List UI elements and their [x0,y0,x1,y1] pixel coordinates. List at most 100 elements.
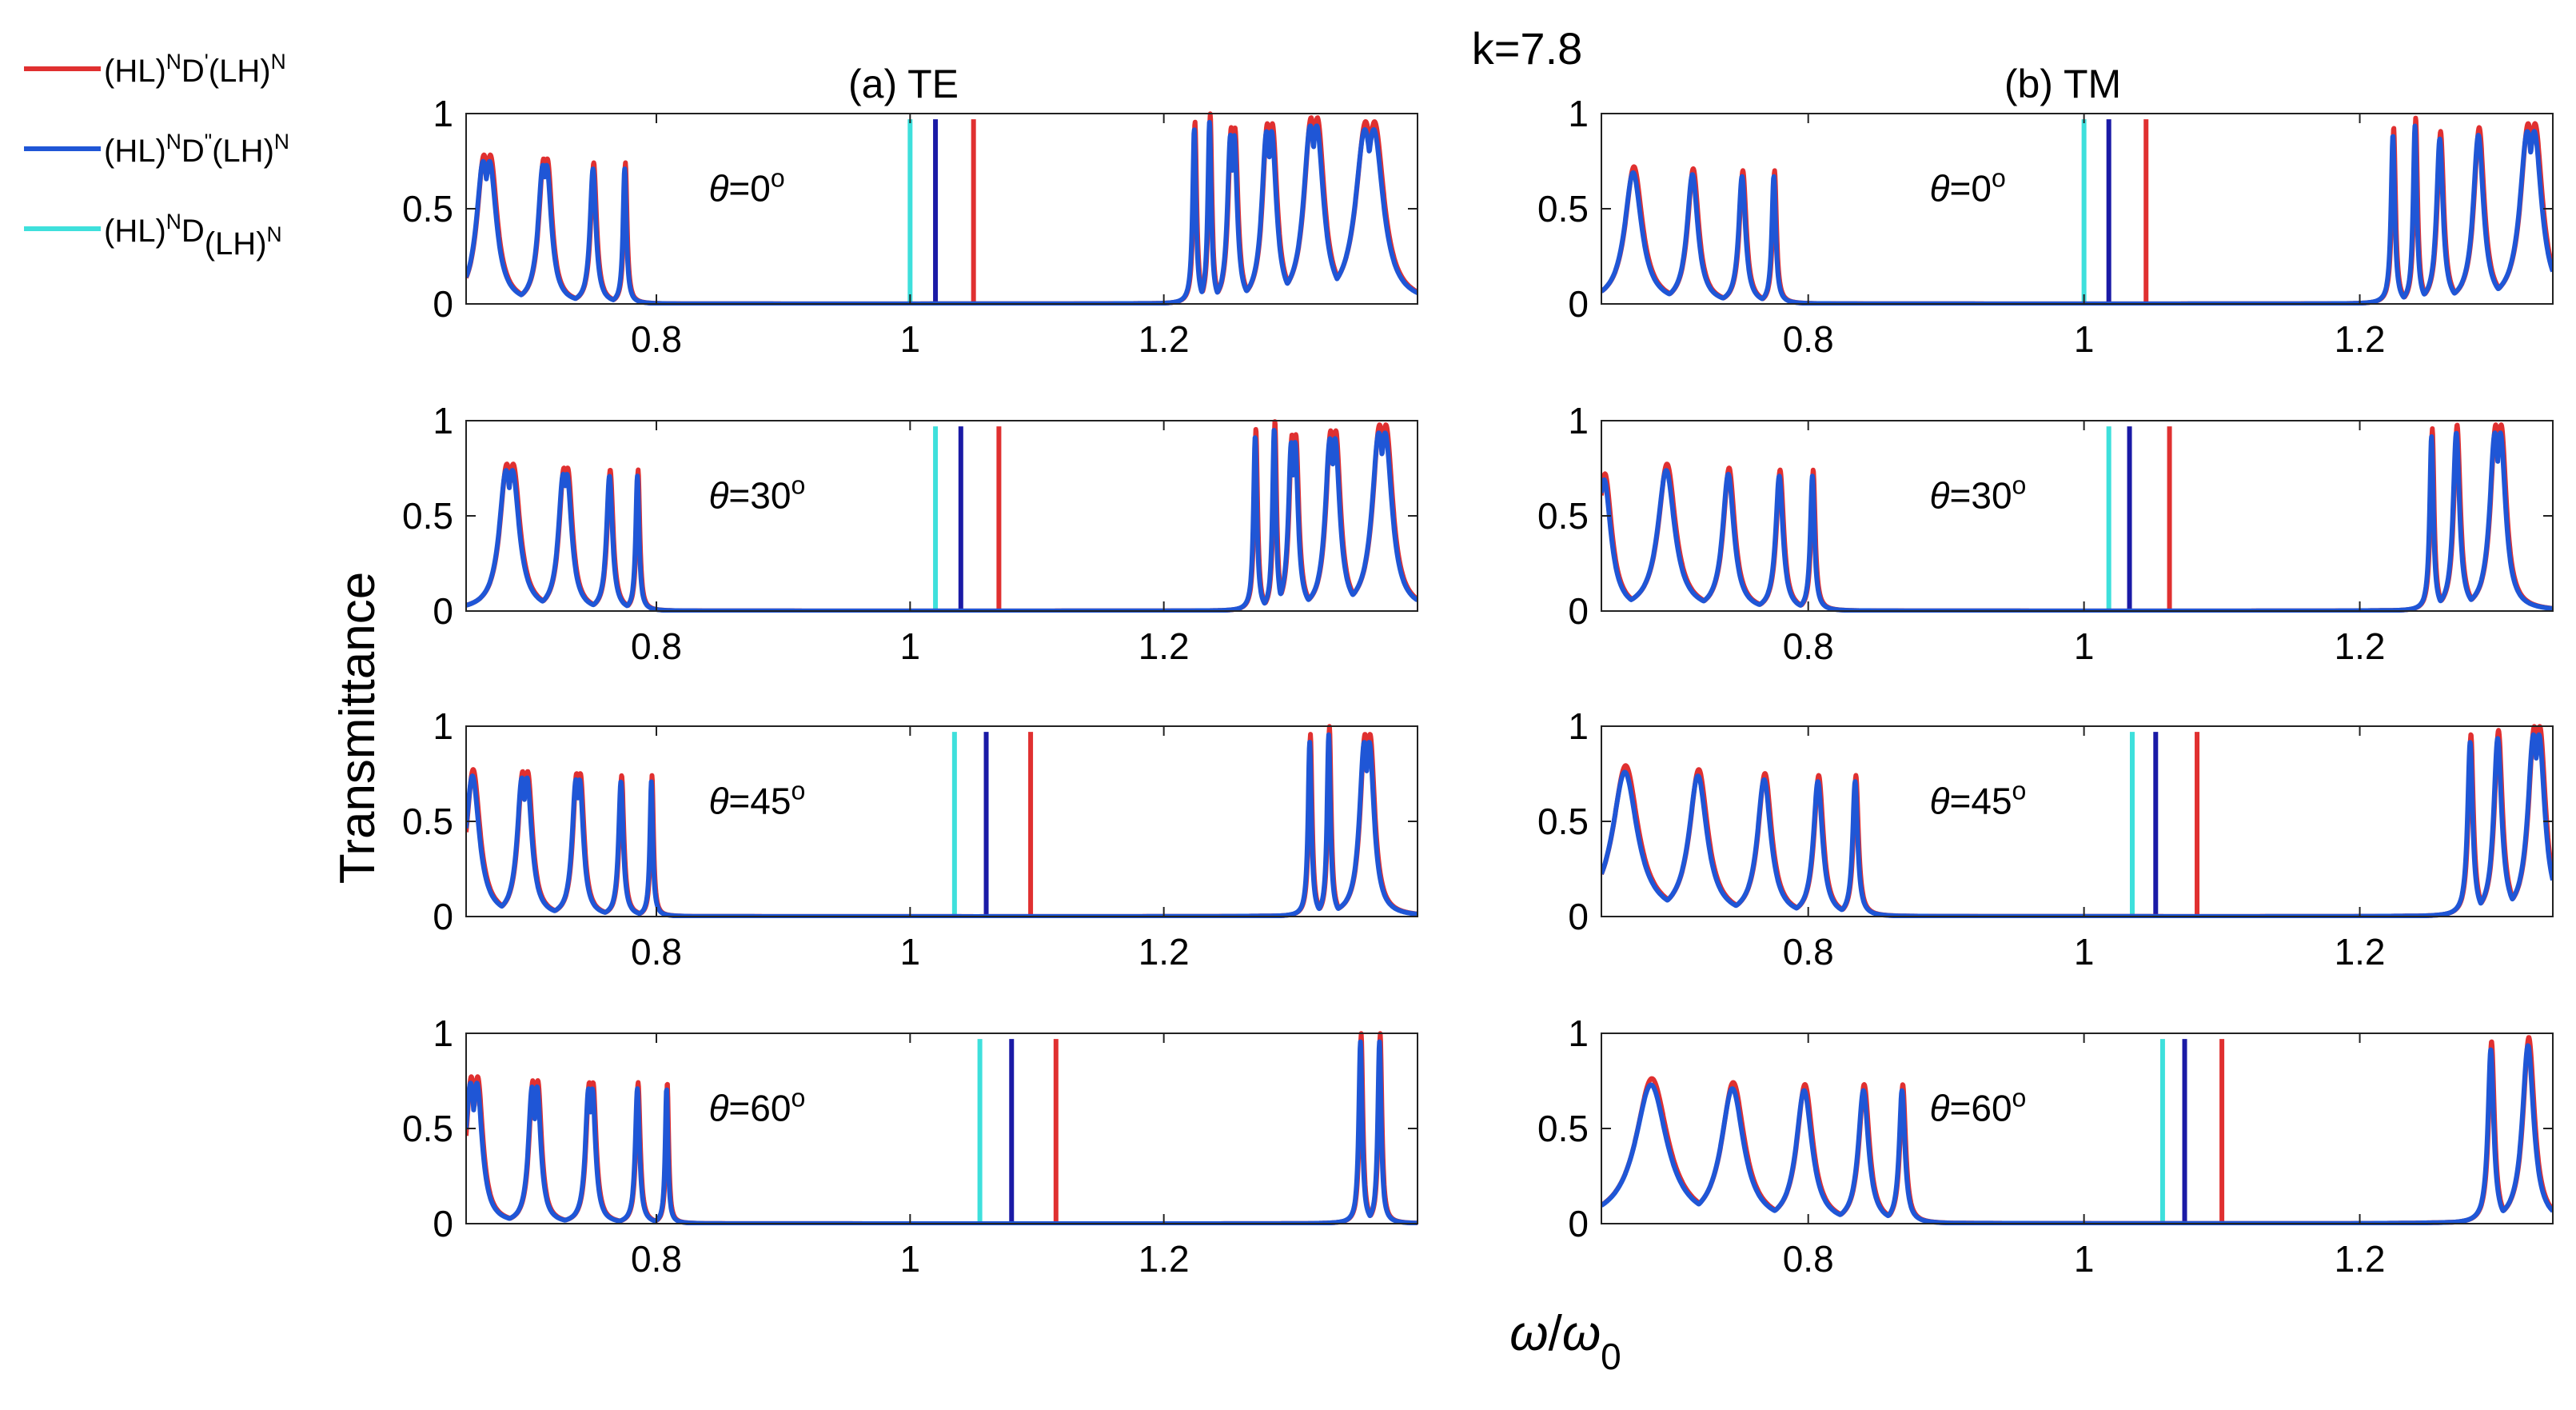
axes-frame [465,725,1418,917]
angle-label: θ=0o [1930,163,2006,209]
transmittance-curve [466,1031,1418,1225]
plot-area [1601,422,2553,613]
x-axis-label: ω/ω0 [1509,1306,1621,1377]
x-tick-label: 0.8 [1783,625,1834,667]
y-tick-label: 0 [433,896,453,937]
panels: 0.8 1 1.2 0 0.5 1 θ=0o 0.8 1 1.2 0 0.5 1 θ=30o 0.8 1 1.2… [402,93,2554,1280]
y-tick-label: 0 [433,283,453,325]
y-tick-label: 0.5 [402,495,453,537]
y-tick-label: 0 [433,1203,453,1244]
legend-item-d: (HL)ND(LH)N [24,210,282,262]
y-tick-label: 0.5 [402,801,453,842]
panel-te-1: 0.8 1 1.2 0 0.5 1 θ=30o [402,400,1418,667]
transmittance-curve [466,119,1418,306]
panel-te-3: 0.8 1 1.2 0 0.5 1 θ=60o [402,1013,1418,1280]
legend: (HL)ND'(LH)N (HL)ND"(LH)N (HL)ND(LH)N [24,50,289,262]
x-tick-label: 1 [900,931,921,973]
angle-label: θ=60o [1930,1083,2027,1128]
x-tick-label: 1 [2074,318,2095,360]
legend-label: (HL)ND"(LH)N [104,130,289,169]
panel-tm-3: 0.8 1 1.2 0 0.5 1 θ=60o [1537,1013,2554,1280]
panel-tm-2: 0.8 1 1.2 0 0.5 1 θ=45o [1537,705,2554,973]
legend-item-d-double-prime: (HL)ND"(LH)N [24,130,289,169]
y-tick-label: 0 [1568,590,1589,632]
x-tick-label: 0.8 [631,318,682,360]
x-tick-label: 1.2 [1138,625,1190,667]
y-tick-label: 0.5 [402,1108,453,1149]
axes-frame [465,1033,1418,1224]
x-tick-label: 1.2 [2335,1238,2386,1280]
angle-label: θ=0o [708,163,784,209]
x-tick-label: 1.2 [2335,625,2386,667]
x-tick-label: 1 [2074,1238,2095,1280]
x-tick-label: 1 [2074,625,2095,667]
x-tick-label: 1 [900,318,921,360]
x-tick-label: 1.2 [1138,1238,1190,1280]
transmittance-curve [1601,724,2553,918]
y-tick-label: 0.5 [1537,801,1589,842]
panel-tm-1: 0.8 1 1.2 0 0.5 1 θ=30o [1537,400,2554,667]
plot-area [466,111,1418,306]
x-tick-label: 0.8 [1783,318,1834,360]
x-tick-label: 0.8 [631,1238,682,1280]
y-tick-label: 1 [433,1013,453,1054]
legend-label: (HL)ND'(LH)N [104,50,286,89]
y-tick-label: 1 [1568,705,1589,747]
transmittance-curve [466,428,1418,613]
y-tick-label: 0.5 [1537,1108,1589,1149]
y-tick-label: 0.5 [1537,495,1589,537]
y-tick-label: 0 [1568,896,1589,937]
transmittance-curve [1601,1043,2553,1225]
y-tick-label: 1 [1568,93,1589,134]
y-tick-label: 1 [433,93,453,134]
panel-tm-0: 0.8 1 1.2 0 0.5 1 θ=0o [1537,93,2554,360]
column-title-te: (a) TE [848,62,959,106]
panel-te-0: 0.8 1 1.2 0 0.5 1 θ=0o [402,93,1418,360]
x-tick-label: 0.8 [1783,931,1834,973]
transmittance-curve [1601,430,2553,613]
x-tick-label: 1.2 [2335,931,2386,973]
plot-area [1601,115,2553,306]
angle-label: θ=30o [1930,470,2027,516]
plot-area [466,1031,1418,1225]
figure-title: k=7.8 [1472,23,1583,74]
transmittance-curve [466,724,1418,918]
x-tick-label: 0.8 [1783,1238,1834,1280]
transmittance-curve [1601,732,2553,918]
transmittance-curve [466,732,1418,918]
y-tick-label: 1 [433,705,453,747]
plot-area [1601,724,2553,918]
y-tick-label: 0 [1568,283,1589,325]
transmittance-curve [1601,123,2553,306]
y-tick-label: 0.5 [1537,188,1589,230]
plot-area [466,419,1418,613]
transmittance-curve [466,1039,1418,1225]
angle-label: θ=60o [708,1083,805,1128]
plot-area [1601,1035,2553,1225]
y-tick-label: 1 [1568,1013,1589,1054]
angle-label: θ=45o [708,776,805,821]
column-title-tm: (b) TM [2004,62,2121,106]
x-tick-label: 1.2 [1138,931,1190,973]
x-tick-label: 0.8 [631,625,682,667]
legend-item-d-prime: (HL)ND'(LH)N [24,50,286,89]
y-tick-label: 0 [1568,1203,1589,1244]
y-tick-label: 0.5 [402,188,453,230]
x-tick-label: 1 [2074,931,2095,973]
angle-label: θ=30o [708,470,805,516]
x-tick-label: 1 [900,1238,921,1280]
legend-label: (HL)ND(LH)N [104,210,282,262]
y-tick-label: 1 [433,400,453,441]
y-tick-label: 1 [1568,400,1589,441]
y-axis-label: Transmittance [330,572,385,885]
y-tick-label: 0 [433,590,453,632]
x-tick-label: 0.8 [631,931,682,973]
panel-te-2: 0.8 1 1.2 0 0.5 1 θ=45o [402,705,1418,973]
x-tick-label: 1.2 [1138,318,1190,360]
x-tick-label: 1.2 [2335,318,2386,360]
transmittance-curve [1601,1035,2553,1225]
plot-area [466,724,1418,918]
axes-frame [1601,725,2554,917]
x-tick-label: 1 [900,625,921,667]
